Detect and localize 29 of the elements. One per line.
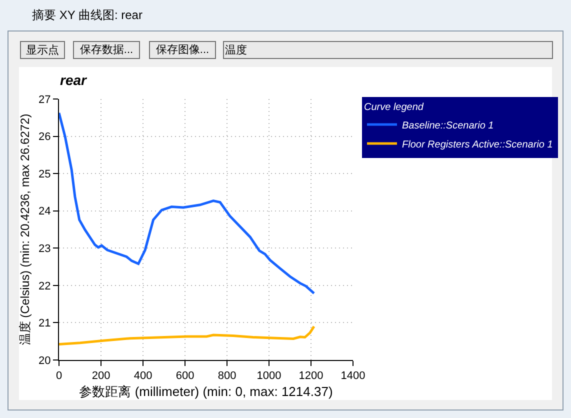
line-series <box>59 325 316 346</box>
x-tick-label: 400 <box>134 370 152 382</box>
x-tick-label: 800 <box>218 370 236 382</box>
text: 摘要 XY 曲线图: rear <box>32 8 142 22</box>
text: 温度 <box>225 44 247 56</box>
x-tick-label: 1400 <box>340 370 366 382</box>
y-tick-label: 20 <box>38 354 51 367</box>
y-tick-label: 21 <box>38 318 51 330</box>
chart-title: rear <box>60 72 88 88</box>
x-tick-label: 1000 <box>256 370 282 382</box>
text: 保存数据... <box>80 44 134 56</box>
line-series <box>59 112 316 295</box>
x-axis-title: 参数距离 (millimeter) (min: 0, max: 1214.37) <box>79 384 333 399</box>
y-tick-label: 25 <box>38 168 51 180</box>
legend-label: Floor Registers Active::Scenario 1 <box>402 139 553 150</box>
x-tick-label: 1200 <box>298 370 324 382</box>
y-tick-label: 24 <box>38 206 51 218</box>
text: 保存图像... <box>156 44 210 56</box>
y-axis-title: 温度 (Celsius) (min: 20.4236, max 26.6272) <box>18 114 32 346</box>
text: 显示点 <box>26 44 59 56</box>
x-tick-label: 200 <box>92 370 110 382</box>
legend-title: Curve legend <box>364 102 424 113</box>
y-tick-label: 26 <box>38 131 51 144</box>
x-tick-label: 600 <box>176 370 194 382</box>
x-tick-label: 0 <box>56 370 62 382</box>
legend-label: Baseline::Scenario 1 <box>402 120 494 132</box>
y-tick-label: 22 <box>38 280 51 292</box>
y-tick-label: 23 <box>38 242 51 255</box>
y-tick-label: 27 <box>38 94 51 106</box>
